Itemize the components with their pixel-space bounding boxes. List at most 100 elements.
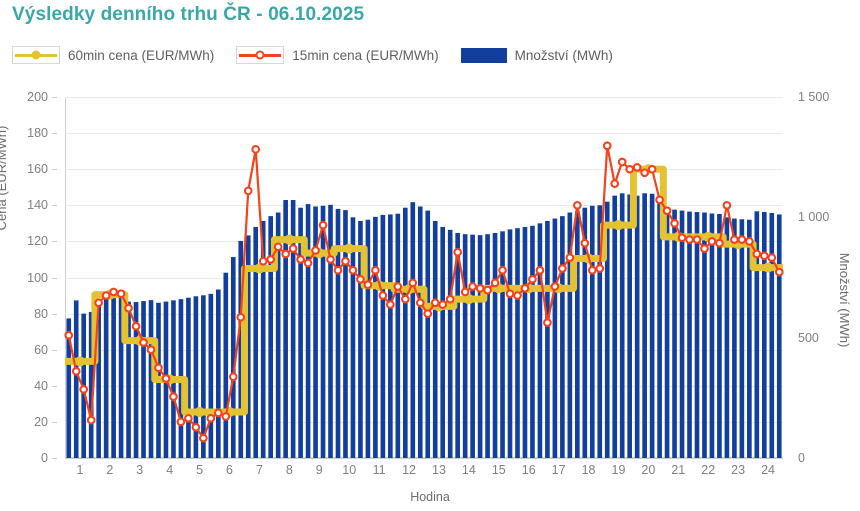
legend-swatch-icon xyxy=(236,46,285,64)
marker-15min xyxy=(213,408,223,418)
marker-15min xyxy=(79,385,89,394)
legend-marker-icon xyxy=(255,50,265,60)
bar xyxy=(335,208,341,458)
marker-60min xyxy=(74,356,86,367)
gridline xyxy=(65,385,783,387)
bar-series xyxy=(66,193,782,459)
bar xyxy=(477,235,483,458)
bar xyxy=(320,205,326,458)
bar xyxy=(238,240,244,458)
marker-15min xyxy=(258,256,268,266)
marker-15min xyxy=(715,238,724,248)
marker-15min xyxy=(236,312,246,322)
y-tick-right: 1 500 xyxy=(798,90,830,104)
marker-15min xyxy=(71,367,81,376)
marker-15min xyxy=(483,285,492,295)
marker-15min xyxy=(677,233,687,243)
legend-item-2[interactable]: Množství (MWh) xyxy=(460,47,613,63)
marker-15min xyxy=(580,238,590,248)
marker-15min xyxy=(558,264,567,273)
bar xyxy=(507,229,513,458)
legend-item-0[interactable]: 60min cena (EUR/MWh) xyxy=(12,46,214,64)
bar xyxy=(567,212,573,458)
marker-15min xyxy=(722,200,732,210)
marker-15min xyxy=(647,164,657,174)
marker-15min xyxy=(101,291,111,300)
bar xyxy=(290,200,296,458)
chart-canvas xyxy=(64,141,784,459)
marker-15min xyxy=(64,330,74,340)
x-tick-23: 23 xyxy=(731,463,746,477)
marker-15min xyxy=(423,309,433,318)
x-tick-2: 2 xyxy=(106,463,114,477)
bar xyxy=(530,225,535,458)
bar xyxy=(724,217,730,458)
bar xyxy=(148,300,154,458)
legend-item-1[interactable]: 15min cena (EUR/MWh) xyxy=(236,46,439,64)
bar xyxy=(552,218,558,458)
marker-15min xyxy=(221,412,231,421)
marker-15min xyxy=(625,164,635,174)
bar xyxy=(208,293,214,458)
marker-15min xyxy=(707,237,717,246)
bar xyxy=(73,300,79,458)
bar xyxy=(679,210,685,458)
marker-15min xyxy=(475,283,485,293)
marker-15min xyxy=(109,287,118,297)
gridline xyxy=(65,205,783,207)
marker-15min xyxy=(393,282,403,291)
y-tick-left: 60 xyxy=(34,342,48,357)
x-tick-3: 3 xyxy=(136,463,144,477)
marker-15min xyxy=(445,294,455,304)
x-tick-7: 7 xyxy=(255,463,263,477)
bar xyxy=(328,204,333,458)
marker-15min xyxy=(498,265,507,275)
marker-15min xyxy=(730,235,739,244)
marker-15min xyxy=(400,294,410,304)
bar xyxy=(776,214,782,458)
bar xyxy=(388,214,393,458)
x-tick-16: 16 xyxy=(521,463,536,477)
y-tickmark-left xyxy=(52,349,57,351)
x-tick-11: 11 xyxy=(372,463,386,477)
bar xyxy=(619,193,625,458)
bar xyxy=(216,289,221,458)
bar xyxy=(66,318,72,458)
gridline xyxy=(65,241,783,243)
marker-15min xyxy=(169,392,178,401)
marker-15min xyxy=(161,374,171,383)
bar xyxy=(350,217,356,458)
marker-15min xyxy=(311,246,320,255)
y-tickmark-left xyxy=(52,169,57,171)
y-tick-left: 200 xyxy=(27,90,48,104)
marker-15min xyxy=(363,280,373,290)
marker-15min xyxy=(371,265,380,275)
bar xyxy=(440,226,446,458)
x-tick-6: 6 xyxy=(226,463,234,477)
bar xyxy=(96,303,101,458)
bar xyxy=(642,193,647,458)
y-tick-left: 20 xyxy=(34,414,48,429)
y-tick-left: 180 xyxy=(27,126,48,141)
bar xyxy=(754,211,760,458)
marker-15min xyxy=(602,141,612,151)
x-tick-8: 8 xyxy=(285,463,293,477)
y-axis-left: 0 20 40 60 80 100 120 140 160 180 200 xyxy=(0,90,57,465)
bar xyxy=(313,206,318,458)
bar xyxy=(410,202,416,458)
x-tick-1: 1 xyxy=(76,463,84,477)
marker-15min xyxy=(468,282,477,291)
marker-15min xyxy=(191,422,201,432)
y-tick-left: 160 xyxy=(27,162,48,177)
bar xyxy=(492,232,498,458)
bar xyxy=(582,207,588,458)
marker-15min xyxy=(146,345,156,355)
marker-15min xyxy=(550,282,560,291)
x-tick-13: 13 xyxy=(432,463,446,477)
marker-15min xyxy=(251,144,261,154)
marker-15min xyxy=(139,338,148,347)
x-tick-10: 10 xyxy=(342,463,357,477)
bar xyxy=(462,234,468,458)
marker-15min xyxy=(206,413,216,423)
bar xyxy=(133,302,139,458)
